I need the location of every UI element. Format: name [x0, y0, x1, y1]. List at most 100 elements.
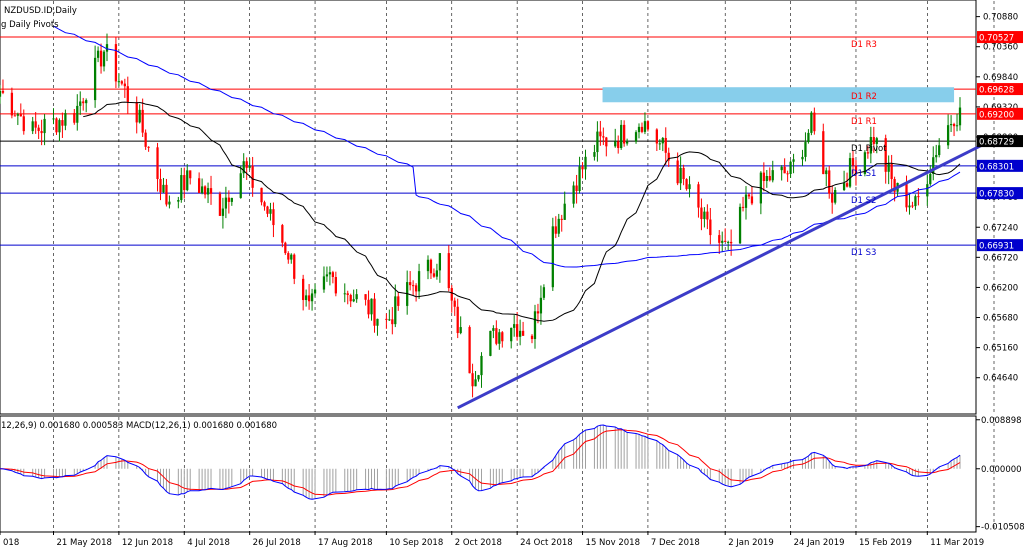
candle-body	[908, 205, 911, 208]
candle-body	[99, 50, 103, 67]
candle-body	[685, 179, 688, 190]
candle-body	[397, 296, 400, 306]
candle-body	[331, 272, 335, 278]
candle-body	[492, 328, 495, 331]
candle-body	[290, 254, 293, 260]
candle-body	[640, 126, 644, 132]
candle-body	[426, 259, 430, 272]
candle-body	[813, 112, 816, 132]
candle-body	[932, 157, 935, 174]
time-tick-label: 24 Jan 2019	[794, 538, 845, 548]
candle-body	[391, 319, 394, 325]
candle-body	[186, 170, 189, 191]
candle-body	[13, 115, 16, 117]
candle-body	[831, 193, 834, 203]
candle-body	[43, 118, 46, 134]
candle-body	[596, 131, 599, 153]
candle-body	[310, 293, 314, 302]
candle-body	[144, 132, 147, 147]
candle-body	[682, 167, 685, 180]
candle-body	[634, 132, 638, 142]
candle-body	[85, 100, 88, 104]
candle-body	[792, 159, 795, 162]
candle-body	[453, 300, 456, 307]
candle-body	[435, 270, 439, 277]
candle-body	[346, 293, 349, 296]
candle-body	[581, 166, 584, 170]
candle-body	[120, 81, 123, 84]
macd-tick-label: 0.000000	[981, 465, 1022, 475]
candle-body	[200, 186, 204, 194]
candle-body	[477, 375, 480, 380]
candle-body	[352, 299, 355, 302]
candle-body	[869, 137, 872, 154]
candle-body	[325, 274, 329, 277]
time-tick-label: 11 Mar 2019	[930, 538, 984, 548]
candle-body	[646, 121, 650, 130]
macd-histogram	[2, 425, 961, 500]
candle-body	[516, 324, 519, 337]
candle-body	[52, 118, 55, 120]
candle-body	[893, 179, 896, 192]
candle-body	[768, 176, 771, 181]
candle-body	[498, 332, 501, 344]
candle-body	[269, 209, 272, 214]
pivot-value-text: 0.68729	[979, 138, 1014, 148]
candle-body	[890, 163, 893, 180]
price-tick-label: 0.65680	[983, 314, 1018, 324]
candle-body	[138, 109, 141, 123]
candle-body	[183, 175, 186, 191]
candle-body	[313, 289, 317, 294]
candle-body	[952, 124, 956, 127]
candle-body	[530, 335, 534, 340]
candle-body	[114, 44, 118, 82]
candle-body	[468, 327, 471, 374]
candle-body	[376, 318, 379, 326]
candle-body	[510, 327, 513, 342]
candle-body	[272, 209, 275, 226]
candle-body	[227, 197, 230, 202]
pivot-labels: D1 R3 D1 R2 D1 R1 D1 Pivot D1 S1 D1 S2 D1 S3	[851, 40, 887, 258]
main-panel-frame	[0, 0, 977, 415]
candle-body	[563, 203, 566, 220]
candle-body	[724, 240, 727, 242]
candle-body	[10, 92, 14, 116]
candle-body	[373, 298, 376, 326]
candle-body	[593, 152, 596, 157]
candle-body	[180, 175, 183, 201]
candle-body	[429, 259, 433, 274]
candle-body	[355, 294, 358, 300]
candle-body	[322, 276, 326, 290]
time-tick-label: 26 Jul 2018	[253, 538, 301, 548]
candle-body	[700, 207, 703, 220]
candle-body	[854, 165, 858, 174]
candle-body	[955, 125, 959, 127]
candle-body	[471, 373, 474, 387]
candle-body	[697, 184, 700, 208]
candle-body	[22, 116, 25, 132]
candle-body	[64, 113, 67, 126]
candle-body	[73, 113, 76, 123]
candle-body	[474, 379, 477, 387]
pivot-value-text: 0.67830	[979, 190, 1014, 200]
candle-body	[58, 120, 61, 133]
price-tick-label: 0.70360	[983, 43, 1018, 53]
candle-body	[34, 121, 37, 128]
price-tick-label: 0.66200	[983, 283, 1018, 293]
candle-body	[96, 50, 100, 58]
pivot-label: D1 S2	[851, 196, 876, 206]
candle-body	[804, 142, 807, 157]
pivot-value-text: 0.69200	[979, 110, 1014, 120]
candle-body	[123, 83, 126, 87]
candle-body	[105, 44, 109, 52]
macd-panel-frame	[0, 415, 977, 533]
pivot-value-badge	[977, 31, 1023, 44]
candle-body	[489, 330, 492, 356]
candle-body	[156, 147, 159, 180]
candle-body	[786, 173, 789, 175]
candle-body	[414, 285, 418, 292]
candle-body	[533, 311, 537, 340]
candle-body	[765, 176, 768, 182]
macd-signal-line	[0, 429, 961, 496]
candle-body	[664, 137, 667, 153]
